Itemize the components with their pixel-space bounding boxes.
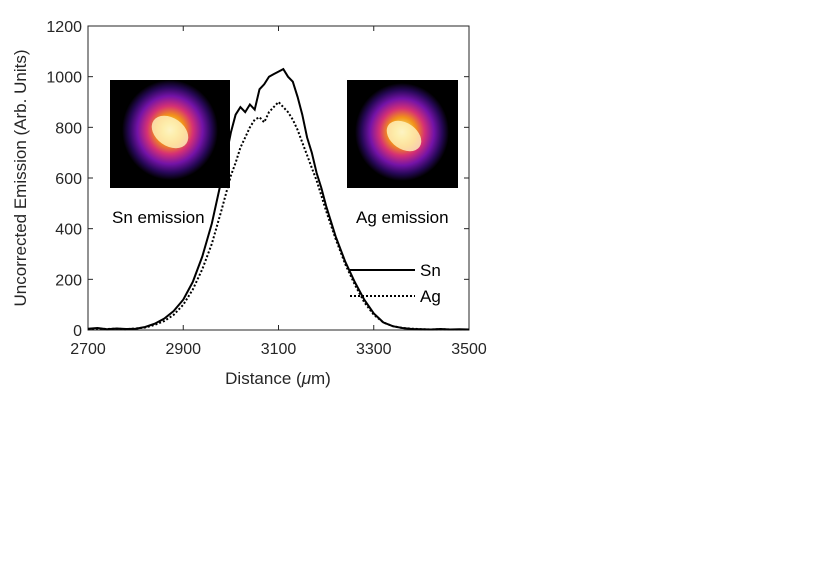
legend-label-sn: Sn (420, 261, 441, 280)
x-axis-ticks: 2700 2900 3100 3300 3500 (70, 26, 487, 358)
y-tick-label: 1200 (46, 19, 82, 36)
legend-label-ag: Ag (420, 287, 441, 306)
y-tick-label: 1000 (46, 70, 82, 87)
x-tick-label: 3300 (356, 341, 392, 358)
annotation-sn-emission: Sn emission (112, 208, 205, 227)
y-tick-label: 800 (55, 120, 82, 137)
ag-emission-image (347, 80, 458, 188)
y-tick-label: 200 (55, 272, 82, 289)
x-tick-label: 3500 (451, 341, 487, 358)
y-tick-label: 0 (73, 323, 82, 340)
y-tick-label: 400 (55, 222, 82, 239)
legend: Sn Ag (350, 261, 441, 306)
x-axis-label: Distance (μm) (225, 369, 331, 388)
x-tick-label: 2900 (165, 341, 201, 358)
x-tick-label: 2700 (70, 341, 106, 358)
annotation-ag-emission: Ag emission (356, 208, 449, 227)
y-tick-label: 600 (55, 171, 82, 188)
x-tick-label: 3100 (261, 341, 297, 358)
y-axis-ticks: 0 200 400 600 800 1000 1200 (46, 19, 469, 340)
y-axis-label: Uncorrected Emission (Arb. Units) (11, 50, 30, 307)
sn-emission-image (110, 80, 230, 188)
series-line-ag (87, 100, 469, 331)
